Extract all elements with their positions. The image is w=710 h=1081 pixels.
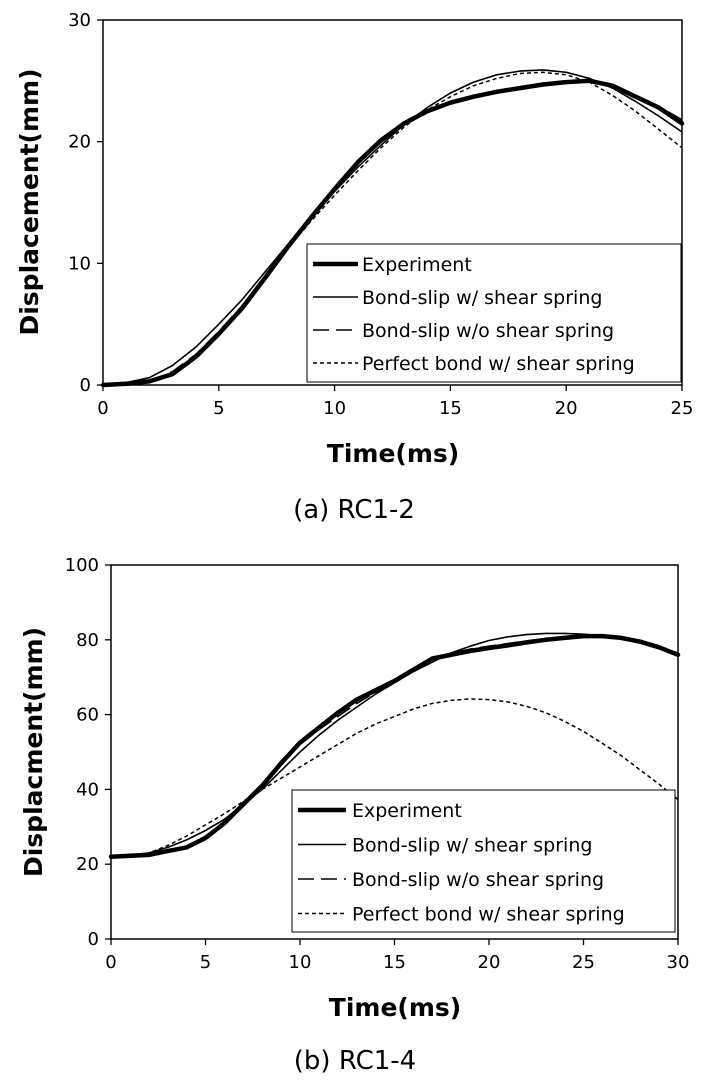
chart-a-x-axis-title: Time(ms) <box>327 439 459 468</box>
chart-a-series-experiment <box>100 78 685 388</box>
chart-b-ticks: 0 5 10 15 20 25 30 0 20 40 60 80 100 <box>65 555 690 973</box>
chart-b-legend-label-experiment: Experiment <box>352 800 462 822</box>
chart-a: 0 5 10 15 20 25 0 10 20 30 Experiment Bond-slip w/… <box>15 10 693 525</box>
chart-b-x-tick-label: 30 <box>667 952 690 973</box>
chart-b-y-tick-label: 80 <box>76 630 99 651</box>
chart-b-y-axis-title: Displacment(mm) <box>19 627 48 877</box>
chart-a-y-tick-label: 20 <box>68 132 91 153</box>
chart-a-x-tick-label: 0 <box>97 398 108 419</box>
chart-a-series-bond-slip-w-shear-spring <box>102 69 683 386</box>
chart-b-y-tick-label: 40 <box>76 779 99 800</box>
chart-b-legend-label-bond-slip-w-shear-spring: Bond-slip w/ shear spring <box>352 835 592 857</box>
chart-a-y-tick-label: 30 <box>68 10 91 31</box>
chart-b-legend-label-bond-slip-w-o-shear-spring: Bond-slip w/o shear spring <box>352 869 604 891</box>
chart-a-plot-frame <box>102 19 683 386</box>
chart-b-x-tick-label: 0 <box>105 952 116 973</box>
chart-a-legend-label-perfect-bond-w-shear-spring: Perfect bond w/ shear spring <box>362 353 635 375</box>
chart-a-series-lines <box>100 69 685 388</box>
chart-b-x-axis-title: Time(ms) <box>329 993 461 1022</box>
chart-b-legend-box <box>291 789 676 933</box>
chart-b-series-lines <box>108 632 681 859</box>
chart-a-legend-label-bond-slip-w-o-shear-spring: Bond-slip w/o shear spring <box>362 320 614 342</box>
chart-b-x-tick-label: 5 <box>200 952 211 973</box>
chart-a-legend-box <box>306 243 682 383</box>
chart-b-legend-label-perfect-bond-w-shear-spring: Perfect bond w/ shear spring <box>352 904 625 926</box>
chart-a-y-tick-label: 10 <box>68 253 91 274</box>
chart-a-caption: (a) RC1-2 <box>293 495 415 525</box>
chart-a-ticks: 0 5 10 15 20 25 0 10 20 30 <box>68 10 693 419</box>
chart-a-x-tick-label: 10 <box>323 398 346 419</box>
chart-a-x-tick-label: 15 <box>439 398 462 419</box>
chart-b-series-experiment <box>108 633 681 859</box>
chart-b-x-tick-label: 15 <box>383 952 406 973</box>
chart-a-y-axis-title: Displacement(mm) <box>15 68 44 335</box>
chart-a-legend: Experiment Bond-slip w/ shear spring Bond-… <box>313 254 635 375</box>
chart-b-caption: (b) RC1-4 <box>294 1046 416 1076</box>
chart-b-legend: Experiment Bond-slip w/ shear spring Bond-… <box>298 800 625 926</box>
chart-a-legend-label-experiment: Experiment <box>362 254 472 276</box>
chart-b-series-perfect-bond-w-shear-spring <box>110 698 679 858</box>
chart-b-y-tick-label: 100 <box>65 555 99 576</box>
chart-b-x-tick-label: 10 <box>289 952 312 973</box>
chart-b-x-tick-label: 25 <box>572 952 595 973</box>
chart-a-x-tick-label: 20 <box>555 398 578 419</box>
chart-a-x-tick-label: 25 <box>671 398 694 419</box>
chart-a-legend-label-bond-slip-w-shear-spring: Bond-slip w/ shear spring <box>362 287 602 309</box>
chart-a-y-tick-label: 0 <box>80 375 91 396</box>
chart-b: 0 5 10 15 20 25 30 0 20 40 60 80 100 Experiment Bond-… <box>19 555 689 1076</box>
chart-a-x-tick-label: 5 <box>213 398 224 419</box>
chart-b-y-tick-label: 60 <box>76 705 99 726</box>
chart-b-y-tick-label: 0 <box>88 929 99 950</box>
chart-b-x-tick-label: 20 <box>478 952 501 973</box>
chart-b-y-tick-label: 20 <box>76 854 99 875</box>
